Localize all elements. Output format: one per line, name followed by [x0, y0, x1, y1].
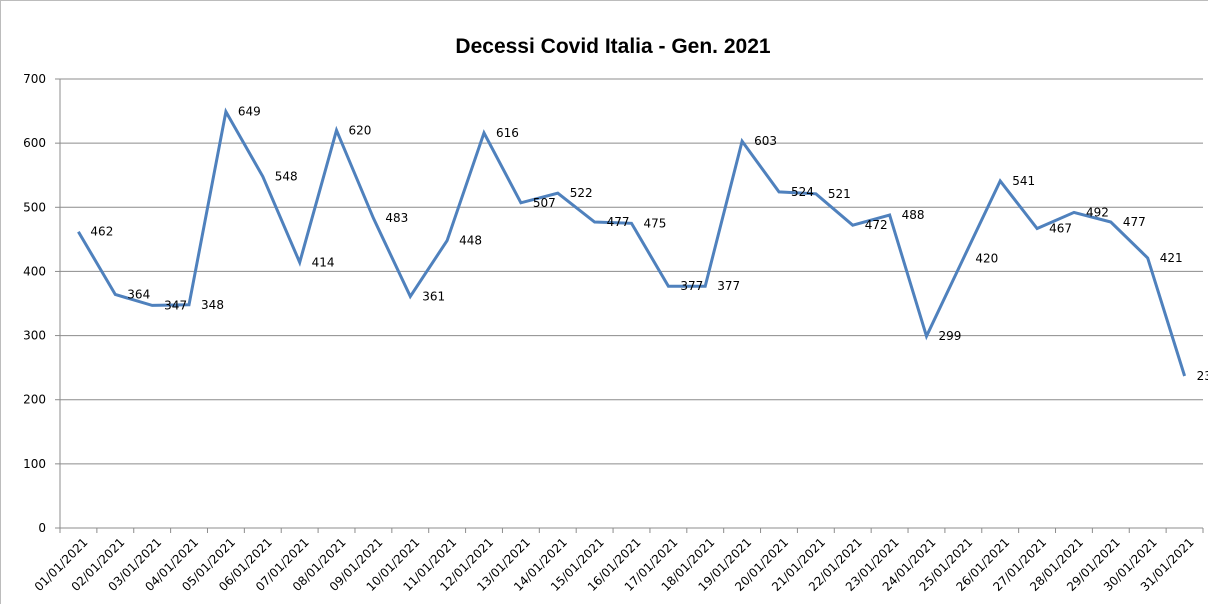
data-label: 462	[90, 225, 113, 239]
data-label: 364	[127, 288, 150, 302]
data-label: 377	[717, 279, 740, 293]
data-label: 649	[238, 105, 261, 119]
data-label: 377	[680, 279, 703, 293]
data-label: 421	[1160, 251, 1183, 265]
data-label: 448	[459, 234, 482, 248]
data-label: 477	[1123, 215, 1146, 229]
x-axis: 01/01/202102/01/202103/01/202104/01/2021…	[32, 527, 1204, 594]
data-label: 521	[828, 187, 851, 201]
y-axis: 0 100 200 300 400 500 600 700	[23, 72, 61, 535]
data-label: 420	[975, 252, 998, 266]
data-label: 616	[496, 126, 519, 140]
data-label: 414	[312, 255, 335, 269]
data-label: 347	[164, 298, 187, 312]
data-label: 541	[1012, 174, 1035, 188]
data-label: 237	[1197, 369, 1208, 383]
data-label: 488	[902, 208, 925, 222]
y-tick-label: 300	[23, 329, 46, 343]
y-tick-label: 600	[23, 136, 46, 150]
y-tick-label: 400	[23, 264, 46, 278]
data-label: 522	[570, 186, 593, 200]
data-label: 477	[607, 215, 630, 229]
data-label: 492	[1086, 205, 1109, 219]
data-labels: 462 364 347 348 649 548 414 620 483 361 448 616 507 5…	[90, 105, 1208, 383]
y-tick-label: 0	[38, 521, 46, 535]
y-tick-label: 200	[23, 393, 46, 407]
gridlines	[60, 78, 1203, 465]
data-label: 472	[865, 218, 888, 232]
data-label: 475	[644, 216, 667, 230]
data-label: 620	[349, 123, 372, 137]
data-label: 548	[275, 169, 298, 183]
data-label: 483	[385, 211, 408, 225]
data-label: 467	[1049, 221, 1072, 235]
data-label: 361	[422, 289, 445, 303]
data-label: 507	[533, 196, 556, 210]
series-line-group	[77, 107, 1187, 377]
y-tick-label: 500	[23, 200, 46, 214]
y-tick-label: 100	[23, 457, 46, 471]
data-label: 524	[791, 185, 814, 199]
data-label: 299	[938, 329, 961, 343]
series-line	[77, 107, 1187, 377]
data-label: 348	[201, 298, 224, 312]
chart-title: Decessi Covid Italia - Gen. 2021	[455, 35, 770, 58]
data-label: 603	[754, 134, 777, 148]
y-tick-label: 700	[23, 72, 46, 86]
